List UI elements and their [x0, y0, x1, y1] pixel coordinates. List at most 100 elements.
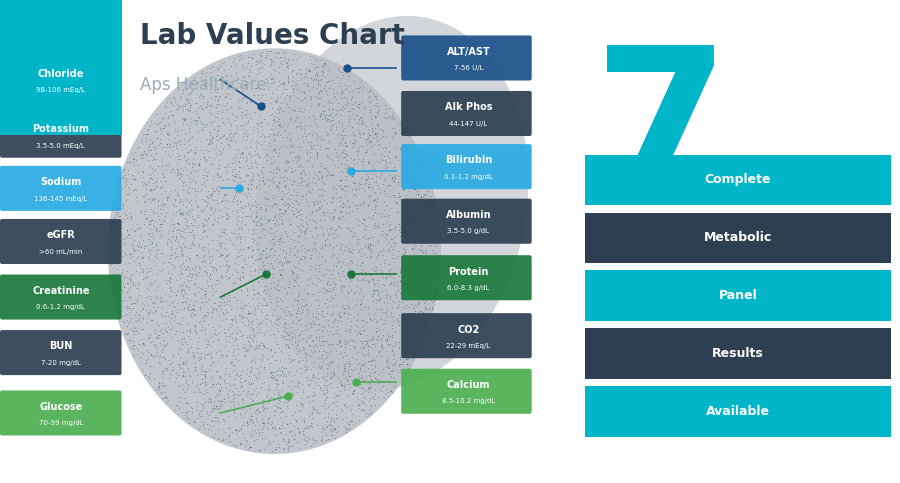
Point	[245, 415, 259, 423]
Point	[318, 257, 332, 265]
Point	[188, 187, 202, 195]
Point	[135, 255, 149, 262]
Point	[342, 131, 356, 139]
Point	[338, 343, 352, 351]
Point	[284, 334, 299, 342]
Point	[165, 309, 179, 316]
Point	[226, 395, 240, 403]
Point	[256, 419, 271, 426]
Point	[196, 390, 211, 398]
Point	[350, 331, 365, 339]
Point	[160, 194, 175, 202]
Point	[303, 254, 318, 262]
Point	[362, 200, 376, 208]
Point	[247, 354, 261, 361]
Point	[428, 289, 442, 297]
Point	[358, 135, 373, 142]
Point	[400, 365, 414, 372]
Point	[408, 212, 422, 220]
Point	[246, 50, 260, 57]
Point	[343, 345, 357, 353]
Point	[320, 340, 335, 348]
Point	[206, 210, 220, 217]
Point	[378, 319, 392, 327]
Point	[188, 191, 202, 199]
Point	[290, 76, 304, 84]
Point	[322, 274, 337, 282]
Point	[408, 143, 422, 151]
Point	[223, 82, 238, 90]
Point	[388, 239, 402, 247]
Point	[200, 269, 214, 277]
Point	[246, 324, 260, 331]
Point	[351, 400, 365, 408]
Point	[362, 386, 376, 394]
Point	[132, 242, 147, 250]
Point	[282, 428, 296, 436]
Point	[166, 262, 181, 270]
Point	[104, 255, 119, 262]
Point	[297, 228, 311, 236]
Point	[272, 166, 286, 173]
Point	[364, 115, 378, 123]
Point	[276, 200, 291, 208]
Point	[286, 106, 301, 114]
Point	[303, 301, 318, 309]
Point	[176, 365, 190, 372]
Point	[424, 296, 438, 304]
Point	[322, 111, 337, 119]
Point	[180, 197, 194, 204]
Point	[334, 213, 348, 220]
Point	[122, 336, 136, 344]
Point	[181, 347, 195, 355]
Point	[271, 399, 285, 407]
Point	[305, 144, 320, 152]
Point	[252, 57, 266, 65]
Point	[340, 164, 355, 171]
Point	[296, 399, 310, 407]
Point	[419, 295, 434, 302]
Point	[205, 192, 220, 199]
Point	[285, 203, 300, 211]
Point	[158, 103, 173, 111]
Point	[204, 264, 219, 271]
Point	[222, 234, 237, 242]
Point	[176, 372, 190, 380]
Point	[399, 283, 413, 291]
Point	[244, 429, 258, 437]
Point	[429, 233, 444, 241]
Point	[238, 260, 253, 268]
Point	[196, 149, 211, 157]
Point	[249, 323, 264, 331]
Point	[243, 192, 257, 200]
Point	[104, 260, 118, 268]
Point	[166, 366, 180, 373]
Point	[117, 293, 131, 301]
Point	[248, 100, 263, 108]
Point	[147, 342, 161, 350]
Point	[404, 170, 419, 178]
Point	[326, 215, 340, 223]
Point	[280, 85, 294, 93]
Point	[112, 204, 126, 212]
Point	[320, 386, 334, 394]
Point	[194, 101, 208, 109]
Point	[206, 155, 220, 162]
Point	[186, 354, 201, 362]
Point	[273, 366, 287, 373]
Point	[178, 114, 193, 122]
Point	[185, 270, 200, 278]
Point	[202, 139, 216, 147]
Point	[251, 181, 266, 189]
Point	[126, 186, 140, 194]
Point	[355, 271, 369, 279]
Point	[396, 358, 410, 366]
Point	[202, 75, 217, 83]
Point	[253, 408, 267, 416]
Point	[149, 333, 164, 341]
Point	[387, 177, 401, 185]
Point	[170, 169, 184, 176]
Point	[296, 306, 310, 314]
Point	[256, 350, 270, 358]
Point	[334, 381, 348, 389]
